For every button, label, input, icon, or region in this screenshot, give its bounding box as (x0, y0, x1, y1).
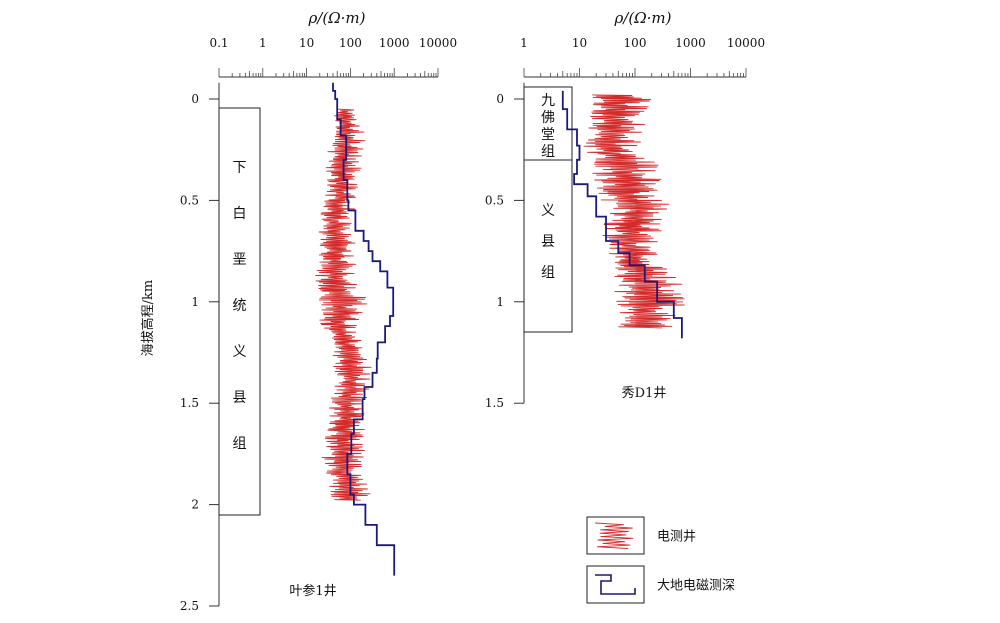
legend-label: 大地电磁测深 (657, 579, 735, 594)
x-tick-label: 1 (520, 36, 528, 50)
x-tick-label: 1000 (675, 36, 706, 50)
formation-label-char: 堂 (541, 127, 555, 143)
formation-label-char: 下 (233, 160, 247, 176)
x-tick-label: 100 (339, 36, 362, 50)
electric-log-curve (583, 94, 685, 329)
y-tick-label: 1 (496, 295, 504, 309)
formation-label-char: 统 (233, 298, 247, 314)
x-tick-label: 10 (299, 36, 314, 50)
y-axis-title: 海拔高程/km (140, 280, 156, 357)
y-tick-label: 0.5 (485, 193, 504, 207)
x-axis-title: ρ/(Ω·m) (307, 9, 365, 27)
formation-box (218, 107, 261, 516)
legend-mt-step-icon (595, 574, 636, 595)
x-tick-label: 1000 (379, 36, 410, 50)
mt-sounding-curve (561, 90, 683, 339)
well-panel-1: 0.1 1 10 100 1000 10000 ρ/(Ω·m) 0 0.5 1 1.5 2 2.5 海拔高… (140, 9, 457, 613)
y-tick-label: 1.5 (180, 396, 199, 410)
formation-label-char: 组 (541, 265, 555, 281)
x-tick-label: 10 (572, 36, 587, 50)
y-tick-label: 0.5 (180, 193, 199, 207)
legend-label: 电测井 (657, 530, 696, 545)
x-tick-label: 10000 (419, 36, 457, 50)
x-tick-label: 1 (259, 36, 267, 50)
y-tick-label: 1 (191, 295, 199, 309)
x-axis-title: ρ/(Ω·m) (613, 9, 671, 27)
formation-label-char: 组 (233, 436, 247, 452)
mt-sounding-curve (332, 82, 396, 576)
formation-label-char: 组 (541, 144, 555, 160)
formation-label-char: 义 (233, 344, 247, 360)
well-caption: 秀D1井 (622, 386, 667, 401)
formation-label-char: 垩 (233, 252, 247, 268)
well-caption: 叶参1井 (289, 583, 336, 599)
formation-label-char: 义 (541, 203, 555, 219)
x-tick-label: 10000 (727, 36, 765, 50)
y-tick-label: 2.5 (180, 599, 199, 613)
formation-label-char: 县 (541, 234, 555, 250)
formation-label-char: 佛 (541, 110, 555, 126)
formation-label-char: 九 (541, 93, 555, 109)
y-tick-label: 0 (496, 92, 504, 106)
legend-swatch-box (586, 565, 645, 604)
x-tick-label: 0.1 (209, 36, 228, 50)
formation-box (523, 159, 573, 333)
y-tick-label: 0 (191, 92, 199, 106)
formation-label-char: 县 (233, 390, 247, 406)
x-tick-label: 100 (624, 36, 647, 50)
legend-electric-log-icon (595, 522, 634, 549)
y-tick-label: 1.5 (485, 396, 504, 410)
formation-label-char: 白 (233, 206, 247, 222)
electric-log-curve (315, 108, 372, 501)
formation-box (523, 86, 573, 161)
y-tick-label: 2 (191, 498, 199, 512)
well-panel-2: 1 10 100 1000 10000ρ/(Ω·m)00.511.5九佛堂组义县组秀D1… (485, 9, 765, 410)
